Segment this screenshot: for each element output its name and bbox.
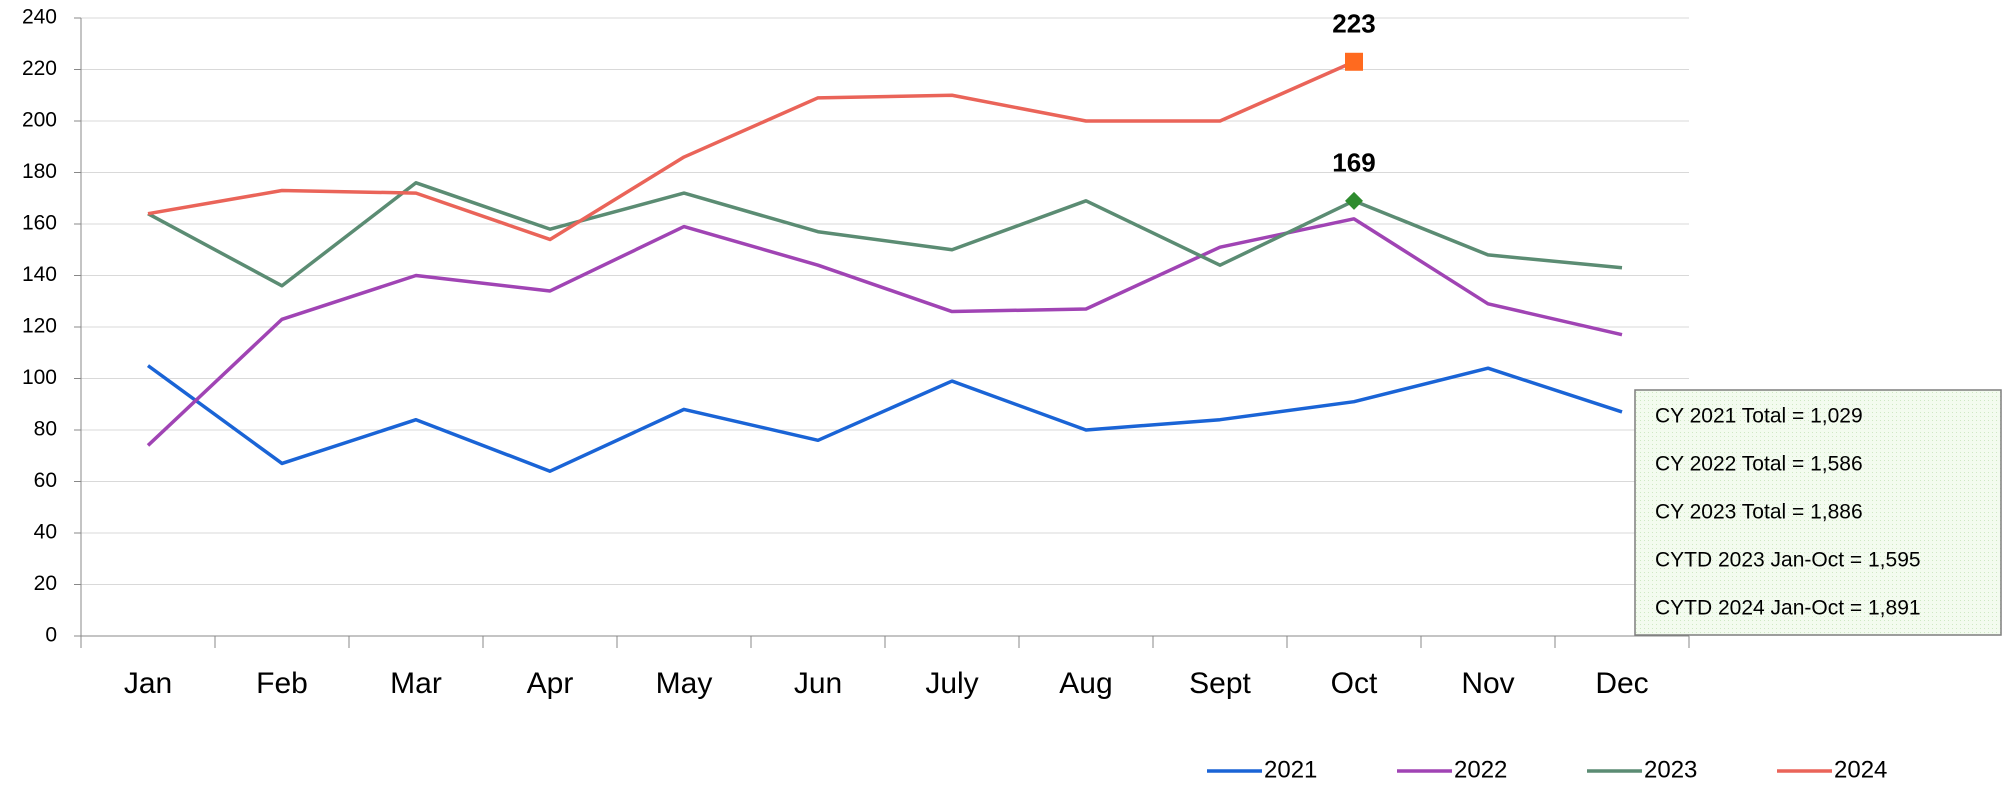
- annotation: CY 2022 Total = 1,586: [1655, 453, 1863, 476]
- annotation: CYTD 2023 Jan-Oct = 1,595: [1655, 549, 1921, 572]
- y-tick-label: 160: [22, 212, 57, 235]
- y-tick-label: 120: [22, 315, 57, 338]
- series-line: [146, 217, 1623, 447]
- x-tick-label: Oct: [1331, 667, 1378, 700]
- x-tick-label: Nov: [1461, 667, 1514, 700]
- data-label: 169: [1332, 148, 1375, 178]
- y-tick-label: 140: [22, 263, 57, 286]
- series-line: [147, 181, 1623, 288]
- x-tick-label: Apr: [527, 667, 574, 700]
- x-tick-label: Jan: [124, 667, 172, 700]
- y-tick-label: 200: [22, 109, 57, 132]
- x-tick-label: Sept: [1189, 667, 1251, 700]
- y-tick-label: 100: [22, 366, 57, 389]
- annotation: CY 2023 Total = 1,886: [1655, 501, 1863, 524]
- annotation: CY 2021 Total = 1,029: [1655, 405, 1863, 428]
- y-tick-label: 220: [22, 57, 57, 80]
- y-tick-label: 0: [45, 624, 57, 647]
- x-tick-label: May: [656, 667, 713, 700]
- x-tick-label: July: [925, 667, 978, 700]
- data-label: 223: [1332, 9, 1375, 39]
- highlight-marker: [1345, 52, 1363, 71]
- y-tick-label: 60: [34, 469, 57, 492]
- legend-label: 2022: [1454, 756, 1507, 783]
- legend-label: 2021: [1264, 756, 1317, 783]
- y-tick-label: 80: [34, 418, 57, 441]
- x-tick-label: Aug: [1059, 667, 1112, 700]
- y-tick-label: 180: [22, 160, 57, 183]
- x-tick-label: Mar: [390, 667, 442, 700]
- series-line: [147, 60, 1355, 242]
- annotation: CYTD 2024 Jan-Oct = 1,891: [1655, 597, 1921, 620]
- highlight-marker: [1345, 191, 1363, 210]
- legend-label: 2023: [1644, 756, 1697, 783]
- annotation-box: [1634, 389, 2002, 636]
- x-tick-label: Feb: [256, 667, 308, 700]
- x-tick-label: Jun: [794, 667, 842, 700]
- y-tick-label: 240: [22, 6, 57, 29]
- series-line: [146, 364, 1623, 473]
- legend-label: 2024: [1834, 756, 1887, 783]
- y-tick-label: 40: [34, 521, 57, 544]
- x-tick-label: Dec: [1595, 667, 1648, 700]
- y-tick-label: 20: [34, 572, 57, 595]
